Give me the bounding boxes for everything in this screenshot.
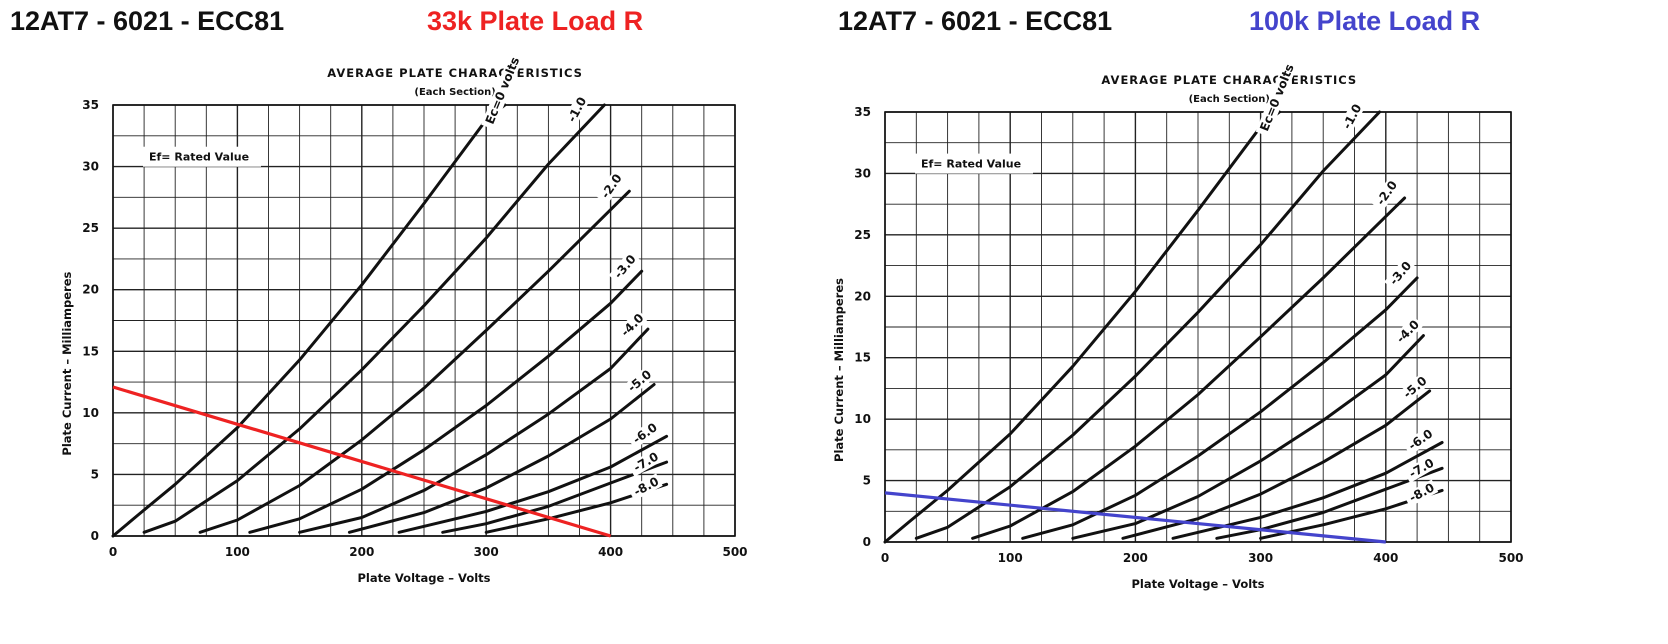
right-tube-title: 12AT7 - 6021 - ECC81 (838, 6, 1113, 36)
curve-label-background (1371, 176, 1402, 211)
x-tick-label: 400 (1373, 551, 1398, 565)
curve-label-background (1403, 454, 1438, 483)
chart-title: AVERAGE PLATE CHARACTERISTICS (1101, 73, 1357, 87)
x-tick-label: 100 (225, 545, 250, 559)
curve-label-background (1402, 425, 1437, 456)
curve-label-background (481, 52, 524, 130)
x-tick-label: 500 (722, 545, 747, 559)
right-load-title: 100k Plate Load R (1249, 6, 1481, 36)
y-tick-label: 10 (82, 406, 99, 420)
x-tick-label: 300 (1248, 551, 1273, 565)
plate-curve (441, 460, 669, 534)
x-tick-label: 100 (998, 551, 1023, 565)
y-tick-label: 35 (854, 105, 871, 119)
y-tick-label: 20 (854, 289, 871, 303)
x-axis-label: Plate Voltage – Volts (1131, 577, 1264, 591)
y-tick-label: 20 (82, 283, 99, 297)
curve-label-background (1390, 316, 1424, 349)
plate-curve (1071, 334, 1425, 540)
curve-label-background (1397, 372, 1431, 404)
plate-curve (298, 327, 650, 534)
plate-curve (883, 110, 1281, 544)
curve-label-background (608, 250, 640, 285)
curve-label-background (627, 473, 663, 501)
curve-label-background (1403, 479, 1439, 507)
curve-label-background (615, 309, 648, 343)
y-tick-label: 35 (82, 98, 99, 112)
curve-label-background (595, 169, 626, 205)
x-tick-label: 300 (474, 545, 499, 559)
curve-label-background (1255, 59, 1298, 137)
curve-label-background (626, 419, 662, 450)
note-background (915, 153, 1033, 174)
chart-subtitle: (Each Section) (1189, 94, 1270, 105)
plot-frame (884, 111, 1512, 543)
curve-label-background (627, 448, 663, 477)
plate-curve (111, 103, 507, 538)
curve-label-background (562, 93, 591, 128)
plate-curve (1021, 276, 1419, 540)
y-axis-label: Plate Current – Milliamperes (60, 271, 74, 455)
left-tube-title: 12AT7 - 6021 - ECC81 (10, 6, 285, 36)
x-tick-label: 200 (1123, 551, 1148, 565)
x-tick-label: 200 (349, 545, 374, 559)
plate-curve (347, 383, 656, 534)
x-tick-label: 500 (1498, 551, 1523, 565)
x-tick-label: 0 (881, 551, 889, 565)
x-axis-label: Plate Voltage – Volts (357, 571, 490, 585)
y-axis-label: Plate Current – Milliamperes (832, 278, 846, 462)
load-line (112, 385, 612, 538)
y-tick-label: 0 (91, 529, 99, 543)
y-tick-label: 5 (863, 474, 871, 488)
x-tick-label: 400 (598, 545, 623, 559)
y-tick-label: 25 (82, 221, 99, 235)
curve-label-background (622, 366, 656, 398)
y-tick-label: 25 (854, 228, 871, 242)
curve-label-background (1384, 257, 1416, 291)
plate-curve (971, 196, 1407, 540)
rated-value-note: Ef= Rated Value (149, 151, 249, 164)
y-tick-label: 30 (854, 166, 871, 180)
y-tick-label: 5 (91, 467, 99, 481)
plate-curve (1171, 441, 1444, 540)
y-tick-label: 10 (854, 412, 871, 426)
curve-label-background (1337, 100, 1366, 135)
plate-curve (397, 434, 669, 534)
plate-curve (198, 189, 631, 534)
load-line (884, 491, 1386, 544)
plate-curve (248, 269, 644, 534)
note-background (143, 146, 261, 167)
x-tick-label: 0 (109, 545, 117, 559)
y-tick-label: 30 (82, 160, 99, 174)
plate-curve (914, 110, 1381, 540)
plate-curve (1121, 389, 1432, 540)
plot-frame (112, 104, 736, 537)
plate-curve (142, 103, 606, 534)
plate-curve (1215, 466, 1444, 540)
y-tick-label: 0 (863, 535, 871, 549)
y-tick-label: 15 (82, 344, 99, 358)
left-load-title: 33k Plate Load R (427, 6, 644, 36)
chart-subtitle: (Each Section) (414, 87, 495, 98)
rated-value-note: Ef= Rated Value (921, 158, 1021, 171)
y-tick-label: 15 (854, 351, 871, 365)
